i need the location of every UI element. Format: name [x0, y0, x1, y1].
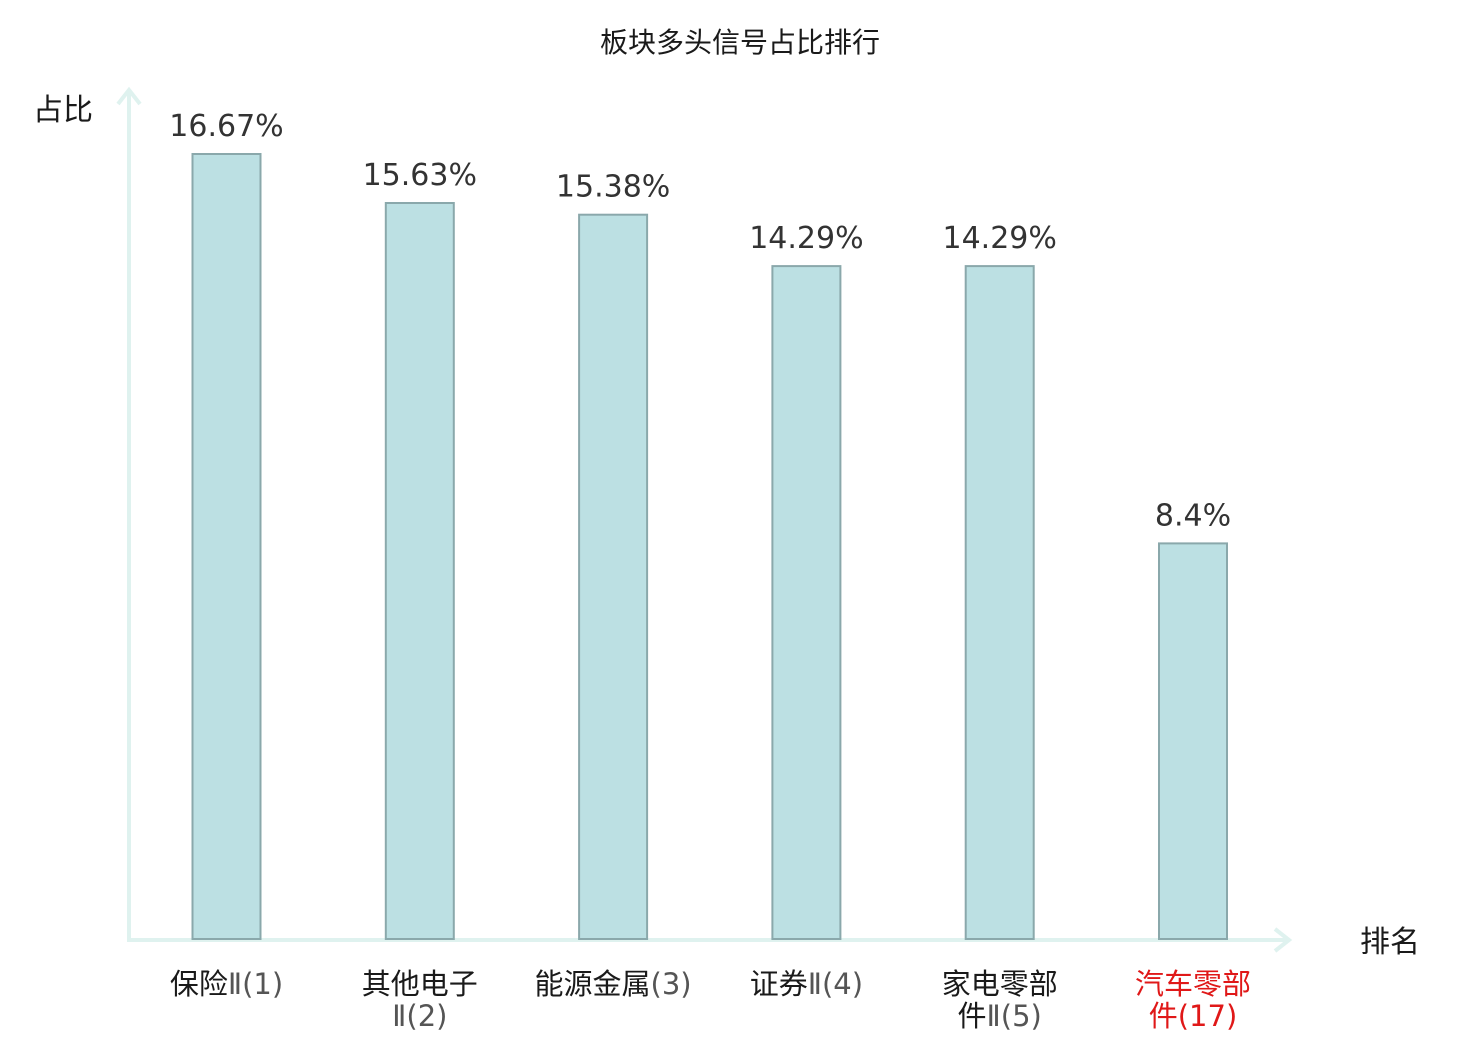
bar [578, 213, 649, 940]
category-label: 能源金属(3) [535, 967, 692, 1001]
bar-value-label: 14.29% [749, 221, 863, 256]
x-axis-arrow [1273, 927, 1293, 953]
bar [1158, 542, 1228, 941]
bar [771, 265, 842, 941]
category-label: 其他电子 [362, 967, 478, 1001]
category-label: 件(17) [1149, 999, 1238, 1033]
category-label: 汽车零部 [1135, 967, 1251, 1001]
y-axis-arrow [116, 86, 142, 106]
category-label: Ⅱ(2) [392, 999, 447, 1033]
bar [191, 153, 262, 940]
chart-title: 板块多头信号占比排行 [600, 26, 880, 59]
bar [964, 265, 1035, 941]
bar-value-label: 14.29% [943, 221, 1057, 256]
bar-value-label: 15.63% [363, 158, 477, 193]
value-labels-group: 16.67% 15.63% 15.38% 14.29% 14.29% 8.4% [169, 109, 1231, 533]
bar-value-label: 16.67% [169, 109, 283, 144]
bar-value-label: 8.4% [1155, 498, 1231, 533]
category-label: 家电零部 [942, 967, 1058, 1001]
bar-value-label: 15.38% [556, 170, 670, 205]
x-axis-label: 排名 [1360, 925, 1420, 960]
category-label: 件Ⅱ(5) [958, 999, 1042, 1033]
category-label: 保险Ⅱ(1) [170, 967, 283, 1001]
category-label: 证券Ⅱ(4) [750, 967, 863, 1001]
bar [384, 202, 455, 940]
y-axis-label: 占比 [33, 93, 93, 128]
bars-group [191, 153, 1228, 941]
